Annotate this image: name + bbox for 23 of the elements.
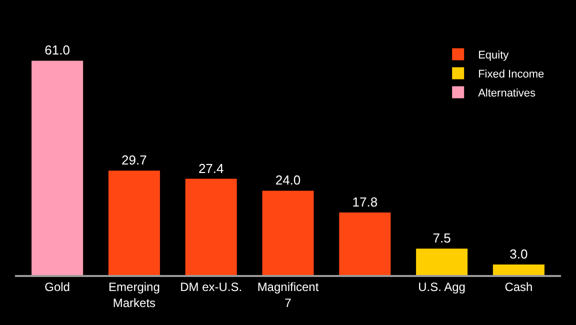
legend-label: Fixed Income: [478, 68, 544, 81]
x-tick-label: Magnificent 7: [257, 280, 320, 310]
x-tick-label: Emerging Markets: [108, 280, 160, 310]
legend-label: Equity: [478, 50, 510, 62]
data-label: 27.4: [198, 160, 224, 176]
bar: [185, 178, 237, 275]
x-tick-label: Cash: [504, 280, 533, 294]
data-label: 61.0: [44, 42, 70, 58]
data-label: 17.8: [352, 194, 378, 210]
bar: [416, 248, 468, 275]
x-tick-label: Gold: [44, 280, 70, 294]
x-tick-label: DM ex-U.S.: [180, 280, 242, 294]
bar: [339, 212, 391, 275]
data-label: 7.5: [432, 230, 451, 246]
bar: [108, 170, 160, 275]
data-label: 29.7: [122, 152, 147, 168]
bar: [492, 264, 544, 275]
x-tick-label: U.S. Agg: [418, 280, 466, 294]
data-label: 3.0: [510, 246, 528, 262]
legend-label: Alternatives: [478, 88, 536, 100]
bar: [262, 190, 314, 275]
data-label: 24.0: [275, 172, 301, 188]
bar: [32, 60, 84, 275]
